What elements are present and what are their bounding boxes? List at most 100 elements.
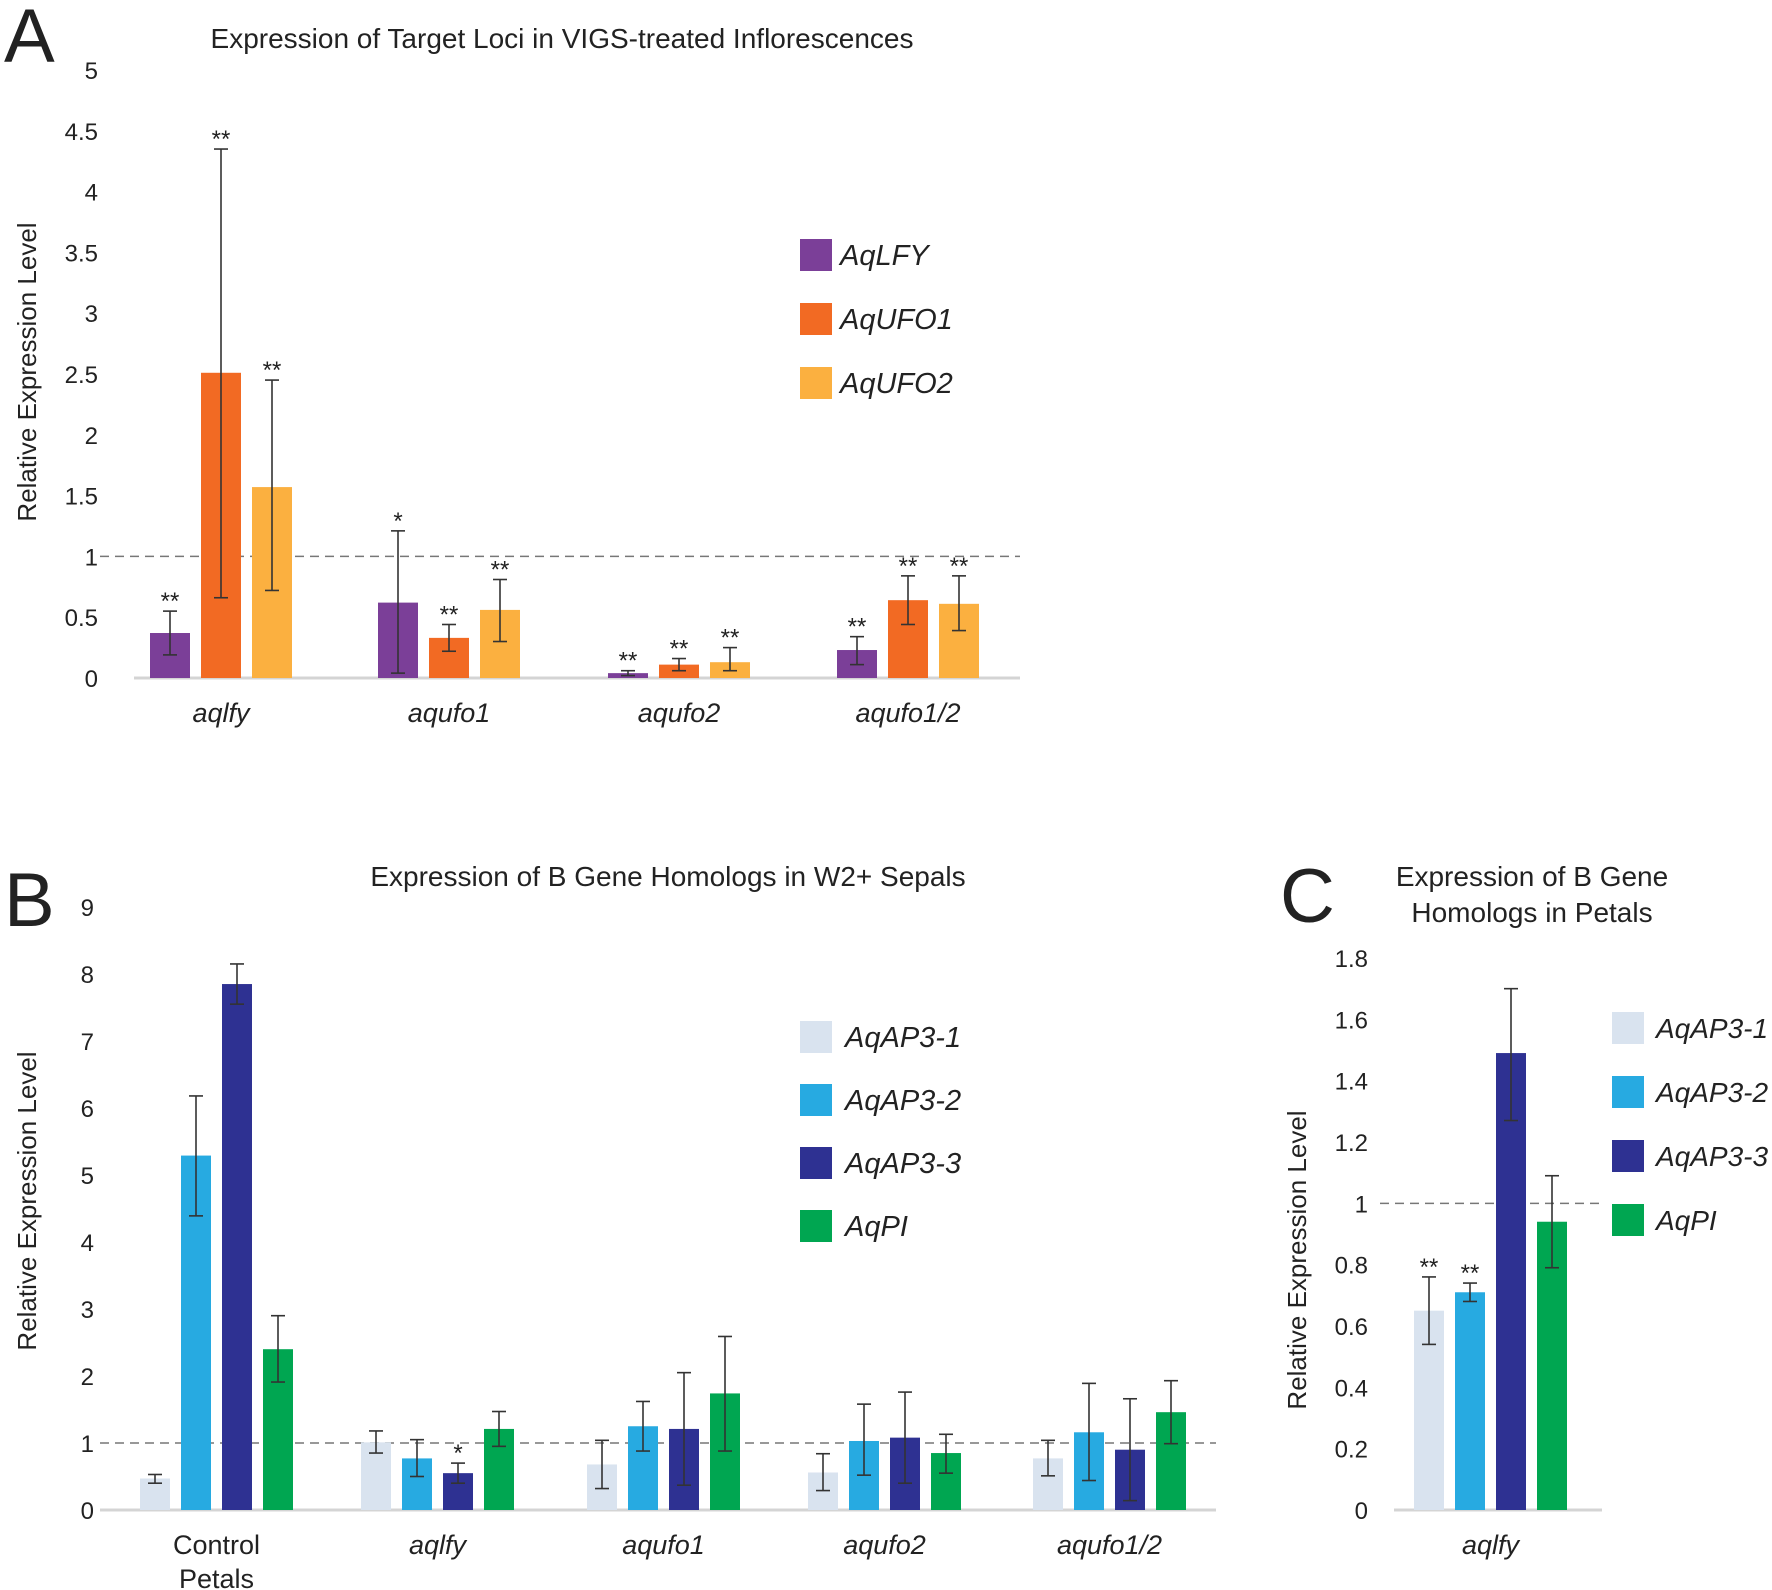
- y-tick-label: 4: [85, 180, 98, 207]
- legend-swatch-aqpi: [800, 1210, 832, 1242]
- panel-a-title: Expression of Target Loci in VIGS-treate…: [211, 23, 914, 54]
- y-tick-label: 0.2: [1335, 1437, 1368, 1464]
- panel-b-title: Expression of B Gene Homologs in W2+ Sep…: [370, 861, 965, 892]
- legend-label-aqap3-2: AqAP3-2: [843, 1085, 961, 1117]
- significance-mark: *: [393, 508, 402, 535]
- panel-a-letter: A: [4, 0, 55, 79]
- x-tick-label: aqlfy: [409, 1530, 468, 1560]
- legend-label-aqap3-3: AqAP3-3: [1654, 1141, 1768, 1172]
- panel-a-x-ticks: aqlfy aqufo1 aqufo2 aqufo1/2: [192, 698, 960, 728]
- legend-label-aqap3-1: AqAP3-1: [1654, 1013, 1768, 1044]
- panel-c-y-axis-label: Relative Expression Level: [1282, 1110, 1312, 1409]
- x-tick-label: Control: [173, 1530, 260, 1560]
- y-tick-label: 3: [85, 301, 98, 328]
- panel-c-title-line-2: Homologs in Petals: [1411, 897, 1652, 928]
- significance-mark: **: [670, 636, 689, 663]
- y-tick-label: 7: [81, 1029, 94, 1056]
- panel-a-y-ticks: 0 0.5 1 1.5 2 2.5 3 3.5 4 4.5 5: [65, 58, 98, 693]
- legend-swatch-aqap3-1: [1612, 1012, 1644, 1044]
- legend-swatch-aqap3-1: [800, 1021, 832, 1053]
- y-tick-label: 4.5: [65, 119, 98, 146]
- y-tick-label: 1.8: [1335, 946, 1368, 973]
- significance-mark: **: [619, 648, 638, 675]
- x-tick-label: aqufo1: [622, 1530, 705, 1560]
- significance-mark: **: [491, 557, 510, 584]
- panel-c-y-ticks: 0 0.2 0.4 0.6 0.8 1 1.2 1.4 1.6 1.8: [1335, 946, 1368, 1525]
- panel-c-title-line-1: Expression of B Gene: [1396, 861, 1668, 892]
- y-tick-label: 3: [81, 1297, 94, 1324]
- bar-aqap3-2-aqlfy: [1455, 1292, 1485, 1510]
- legend-label-aqap3-3: AqAP3-3: [843, 1148, 961, 1180]
- significance-mark: **: [950, 553, 969, 580]
- y-tick-label: 1.5: [65, 484, 98, 511]
- y-tick-label: 1.4: [1335, 1069, 1368, 1096]
- significance-mark: **: [263, 357, 282, 384]
- bar-aqpi-aqlfy: [1537, 1221, 1567, 1510]
- panel-c-letter: C: [1280, 854, 1335, 939]
- y-tick-label: 6: [81, 1096, 94, 1123]
- y-tick-label: 0.5: [65, 605, 98, 632]
- panel-b-x-ticks: Control Petals aqlfy aqufo1 aqufo2 aqufo1/2: [173, 1530, 1162, 1590]
- x-tick-label: aqufo1: [408, 698, 491, 728]
- y-tick-label: 4: [81, 1230, 94, 1257]
- panel-c: C Expression of B Gene Homologs in Petal…: [1280, 854, 1768, 1560]
- legend-label-aqlfy: AqLFY: [838, 240, 931, 272]
- legend-swatch-aqufo1: [800, 303, 832, 335]
- bar-aqap3-3-aqlfy: [1496, 1053, 1526, 1510]
- significance-mark: **: [1420, 1254, 1439, 1281]
- y-tick-label: 0: [1355, 1498, 1368, 1525]
- x-tick-label: aqlfy: [192, 698, 251, 728]
- significance-mark: **: [440, 601, 459, 628]
- panel-b-y-ticks: 0 1 2 3 4 5 6 7 8 9: [81, 895, 94, 1525]
- x-tick-label: aqufo1/2: [855, 698, 960, 728]
- legend-swatch-aqufo2: [800, 367, 832, 399]
- legend-swatch-aqap3-3: [1612, 1140, 1644, 1172]
- panel-a-y-axis-label: Relative Expression Level: [12, 222, 42, 521]
- y-tick-label: 1: [85, 544, 98, 571]
- y-tick-label: 9: [81, 895, 94, 922]
- legend-swatch-aqap3-3: [800, 1147, 832, 1179]
- significance-mark: **: [721, 625, 740, 652]
- y-tick-label: 8: [81, 962, 94, 989]
- panel-b-legend: AqAP3-1 AqAP3-2 AqAP3-3 AqPI: [800, 1021, 961, 1243]
- y-tick-label: 1.6: [1335, 1007, 1368, 1034]
- x-tick-label: aqlfy: [1462, 1530, 1521, 1560]
- y-tick-label: 5: [81, 1163, 94, 1190]
- x-tick-label: aqufo2: [638, 698, 721, 728]
- legend-label-aqap3-2: AqAP3-2: [1654, 1077, 1768, 1108]
- panel-a: A Expression of Target Loci in VIGS-trea…: [4, 0, 1020, 728]
- y-tick-label: 0: [81, 1498, 94, 1525]
- y-tick-label: 3.5: [65, 240, 98, 267]
- panel-c-legend: AqAP3-1 AqAP3-2 AqAP3-3 AqPI: [1612, 1012, 1768, 1236]
- x-tick-label: aqufo2: [843, 1530, 926, 1560]
- panel-c-x-ticks: aqlfy: [1462, 1530, 1521, 1560]
- y-tick-label: 1.2: [1335, 1130, 1368, 1157]
- significance-mark: **: [161, 588, 180, 615]
- legend-swatch-aqlfy: [800, 239, 832, 271]
- y-tick-label: 1: [81, 1431, 94, 1458]
- panel-b: B Expression of B Gene Homologs in W2+ S…: [4, 858, 1216, 1590]
- legend-swatch-aqap3-2: [1612, 1076, 1644, 1108]
- panel-a-bars: ************* ** ** **** **: [150, 126, 979, 678]
- legend-label-aqpi: AqPI: [843, 1211, 908, 1243]
- legend-swatch-aqpi: [1612, 1204, 1644, 1236]
- significance-mark: *: [453, 1440, 462, 1467]
- y-tick-label: 0.4: [1335, 1375, 1368, 1402]
- panel-b-y-axis-label: Relative Expression Level: [12, 1051, 42, 1350]
- y-tick-label: 1: [1355, 1191, 1368, 1218]
- legend-label-aqpi: AqPI: [1654, 1205, 1717, 1236]
- x-tick-label: aqufo1/2: [1057, 1530, 1162, 1560]
- significance-mark: **: [848, 614, 867, 641]
- y-tick-label: 2: [81, 1364, 94, 1391]
- panel-c-bars: ** **: [1414, 987, 1567, 1510]
- legend-label-aqufo1: AqUFO1: [838, 304, 953, 336]
- bar-aqap3-3-control-petals: [222, 984, 252, 1510]
- significance-mark: **: [212, 126, 231, 153]
- panel-a-legend: AqLFY AqUFO1 AqUFO2: [800, 239, 953, 400]
- significance-mark: **: [1461, 1260, 1480, 1287]
- significance-mark: **: [899, 553, 918, 580]
- x-tick-label: Petals: [179, 1564, 254, 1590]
- panel-b-bars: *: [140, 963, 1186, 1510]
- y-tick-label: 0.8: [1335, 1253, 1368, 1280]
